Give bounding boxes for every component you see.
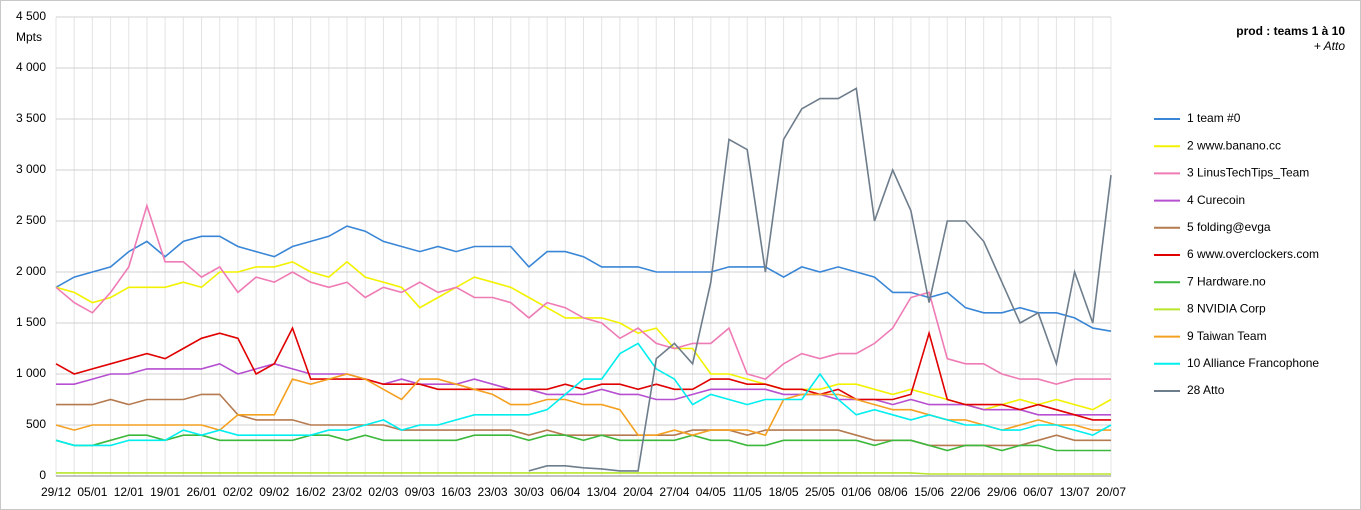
legend-label: 3 LinusTechTips_Team [1187,166,1309,180]
y-tick-label: 0 [39,468,46,482]
x-tick-label: 20/04 [623,485,653,499]
x-tick-label: 23/02 [332,485,362,499]
x-tick-label: 30/03 [514,485,544,499]
y-tick-label: 4 000 [16,60,46,74]
legend-label: 2 www.banano.cc [1187,138,1281,152]
series-line [56,472,1111,475]
x-tick-label: 06/04 [550,485,580,499]
x-tick-label: 15/06 [914,485,944,499]
series-line [55,326,1111,421]
x-tick-label: 13/04 [587,485,617,499]
x-tick-label: 18/05 [769,485,799,499]
chart-title: prod : teams 1 à 10 [1236,24,1345,38]
x-tick-label: 19/01 [150,485,180,499]
y-tick-label: 2 000 [16,264,46,278]
x-tick-label: 20/07 [1096,485,1126,499]
series-line [55,342,1112,447]
y-tick-label: 500 [26,417,46,431]
x-tick-label: 05/01 [77,485,107,499]
x-tick-label: 16/03 [441,485,471,499]
y-tick-label: 1 500 [16,315,46,329]
y-axis-label: Mpts [16,30,42,44]
series-line [528,87,1112,472]
x-tick-label: 02/03 [368,485,398,499]
series-line [55,225,1112,332]
x-tick-label: 23/03 [478,485,508,499]
x-tick-label: 11/05 [733,485,762,499]
legend-label: 28 Atto [1187,383,1225,397]
legend-label: 1 team #0 [1187,111,1241,125]
x-tick-label: 09/02 [259,485,289,499]
x-tick-label: 16/02 [296,485,326,499]
series-line [56,393,1111,447]
legend-label: 9 Taiwan Team [1187,329,1267,343]
series-line [55,434,1111,452]
series-line [56,362,1111,416]
y-tick-label: 3 000 [16,162,46,176]
legend-label: 7 Hardware.no [1187,274,1266,288]
y-tick-label: 2 500 [16,213,46,227]
y-tick-label: 4 500 [16,9,46,23]
y-tick-label: 1 000 [16,366,46,380]
x-tick-label: 29/12 [41,485,71,499]
x-tick-label: 29/06 [987,485,1017,499]
x-tick-label: 09/03 [405,485,435,499]
series-line [55,202,1111,386]
x-tick-label: 02/02 [223,485,253,499]
legend-label: 10 Alliance Francophone [1187,356,1319,370]
x-tick-label: 25/05 [805,485,835,499]
chart-subtitle: + Atto [1314,39,1346,53]
y-tick-label: 3 500 [16,111,46,125]
legend-label: 8 NVIDIA Corp [1187,302,1266,316]
x-tick-label: 13/07 [1060,485,1090,499]
x-tick-label: 12/01 [114,485,144,499]
x-tick-label: 01/06 [841,485,871,499]
x-tick-label: 22/06 [950,485,980,499]
x-tick-label: 08/06 [878,485,908,499]
legend-label: 4 Curecoin [1187,193,1245,207]
x-tick-label: 26/01 [187,485,217,499]
legend-label: 6 www.overclockers.com [1187,247,1319,261]
x-tick-label: 04/05 [696,485,726,499]
legend-label: 5 folding@evga [1187,220,1271,234]
x-tick-label: 06/07 [1023,485,1053,499]
x-tick-label: 27/04 [659,485,689,499]
